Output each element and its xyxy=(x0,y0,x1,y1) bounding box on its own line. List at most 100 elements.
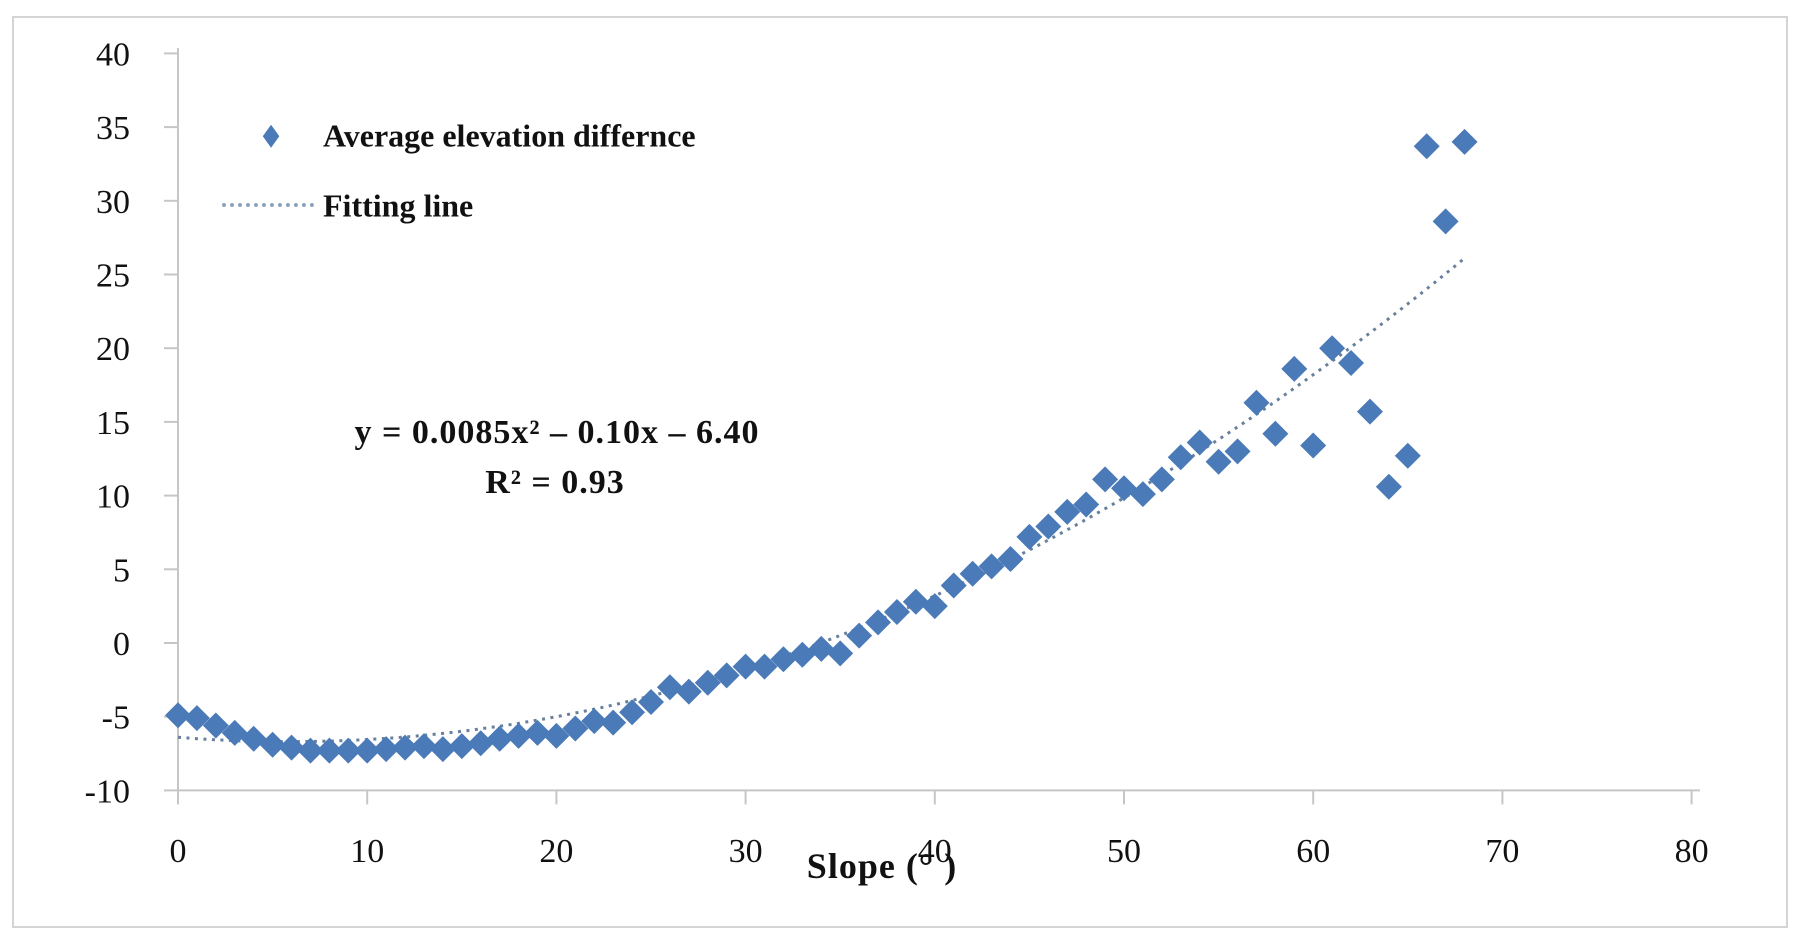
data-point-diamond xyxy=(789,641,816,668)
data-point-diamond xyxy=(694,669,721,696)
data-point-diamond xyxy=(1092,466,1119,493)
data-point-diamond xyxy=(202,712,229,739)
data-point-diamond xyxy=(997,545,1024,572)
data-point-diamond xyxy=(1356,398,1383,425)
y-tick-label: 20 xyxy=(96,331,130,368)
y-tick-label: 35 xyxy=(96,110,130,147)
data-point-diamond xyxy=(978,553,1005,580)
data-point-diamond xyxy=(846,622,873,649)
y-tick-label: 15 xyxy=(96,405,130,442)
data-point-diamond xyxy=(902,588,929,615)
data-point-diamond xyxy=(1224,438,1251,465)
data-point-diamond xyxy=(373,736,400,763)
data-point-diamond xyxy=(656,674,683,701)
data-point-diamond xyxy=(921,593,948,620)
fitting-line xyxy=(177,257,1466,744)
data-point-diamond xyxy=(751,653,778,680)
data-point-diamond xyxy=(1205,448,1232,475)
data-point-diamond xyxy=(1129,481,1156,508)
data-point-diamond xyxy=(505,722,532,749)
data-point-diamond xyxy=(429,736,456,763)
legend-fitline-label: Fitting line xyxy=(323,187,474,224)
x-tick-label: 60 xyxy=(1296,833,1330,870)
data-point-diamond xyxy=(1375,473,1402,500)
data-point-diamond xyxy=(448,733,475,760)
data-point-diamond xyxy=(297,737,324,764)
data-point-diamond xyxy=(316,737,343,764)
fit-r-squared-text: R² = 0.93 xyxy=(485,464,625,501)
data-point-diamond xyxy=(392,734,419,761)
data-point-diamond xyxy=(335,737,362,764)
data-point-diamond xyxy=(675,678,702,705)
data-point-diamond xyxy=(1054,498,1081,525)
data-point-diamond xyxy=(1073,491,1100,518)
x-tick-label: 80 xyxy=(1675,833,1709,870)
legend-series-label: Average elevation differnce xyxy=(323,117,696,154)
y-tick-label: 5 xyxy=(113,552,130,589)
y-tick-label: -5 xyxy=(102,700,130,737)
data-point-diamond xyxy=(354,737,381,764)
y-tick-label: 0 xyxy=(113,626,130,663)
data-point-diamond xyxy=(1167,444,1194,471)
data-point-diamond xyxy=(1451,128,1478,155)
x-tick-label: 70 xyxy=(1485,833,1519,870)
data-point-diamond xyxy=(1035,513,1062,540)
data-point-diamond xyxy=(959,560,986,587)
fit-equation-text: y = 0.0085x² – 0.10x – 6.40 xyxy=(354,414,760,451)
data-point-diamond xyxy=(600,709,627,736)
data-point-diamond xyxy=(467,730,494,757)
data-point-diamond xyxy=(638,688,664,715)
x-tick-label: 0 xyxy=(170,833,187,870)
data-point-diamond xyxy=(486,725,513,752)
data-point-diamond xyxy=(865,609,892,636)
data-point-diamond xyxy=(1394,442,1421,469)
data-point-diamond xyxy=(619,699,646,726)
y-tick-label: 10 xyxy=(96,479,130,516)
data-point-diamond xyxy=(770,646,797,673)
data-point-diamond xyxy=(827,640,854,667)
data-point-diamond xyxy=(524,719,551,746)
y-tick-label: 40 xyxy=(96,36,130,73)
y-tick-label: 30 xyxy=(96,184,130,221)
figure-border xyxy=(12,16,1788,928)
y-tick-label: 25 xyxy=(96,258,130,295)
x-tick-label: 40 xyxy=(918,833,952,870)
data-point-diamond xyxy=(259,731,286,758)
data-point-diamond xyxy=(1016,523,1043,550)
x-tick-label: 30 xyxy=(729,833,763,870)
x-tick-label: 50 xyxy=(1107,833,1141,870)
data-point-diamond xyxy=(165,702,191,729)
legend-dotted-line-icon xyxy=(222,203,314,207)
x-tick-label: 20 xyxy=(539,833,573,870)
data-point-diamond xyxy=(1432,208,1459,235)
data-point-diamond xyxy=(240,725,267,752)
x-axis-title: Slope (° ) xyxy=(806,846,958,886)
data-point-diamond xyxy=(1300,432,1327,459)
data-point-diamond xyxy=(808,635,835,662)
data-point-diamond xyxy=(1262,420,1289,447)
data-point-diamond xyxy=(183,705,210,732)
data-point-diamond xyxy=(1243,389,1270,416)
data-point-diamond xyxy=(713,662,740,689)
legend-diamond-icon: ◆ xyxy=(262,117,280,153)
data-point-diamond xyxy=(1111,475,1137,502)
data-point-diamond xyxy=(1148,466,1175,493)
data-point-diamond xyxy=(221,719,248,746)
data-point-diamond xyxy=(1281,355,1308,382)
y-tick-label: -10 xyxy=(85,773,130,810)
data-point-diamond xyxy=(581,708,608,735)
data-point-diamond xyxy=(562,715,589,742)
data-point-diamond xyxy=(1319,335,1346,362)
data-point-diamond xyxy=(278,734,305,761)
data-point-diamond xyxy=(940,572,967,599)
x-tick-label: 10 xyxy=(350,833,384,870)
data-point-diamond xyxy=(1186,429,1213,456)
data-point-diamond xyxy=(732,653,759,680)
data-point-diamond xyxy=(1413,133,1440,160)
data-point-diamond xyxy=(410,733,437,760)
data-point-diamond xyxy=(543,722,570,749)
data-point-diamond xyxy=(1338,349,1365,376)
